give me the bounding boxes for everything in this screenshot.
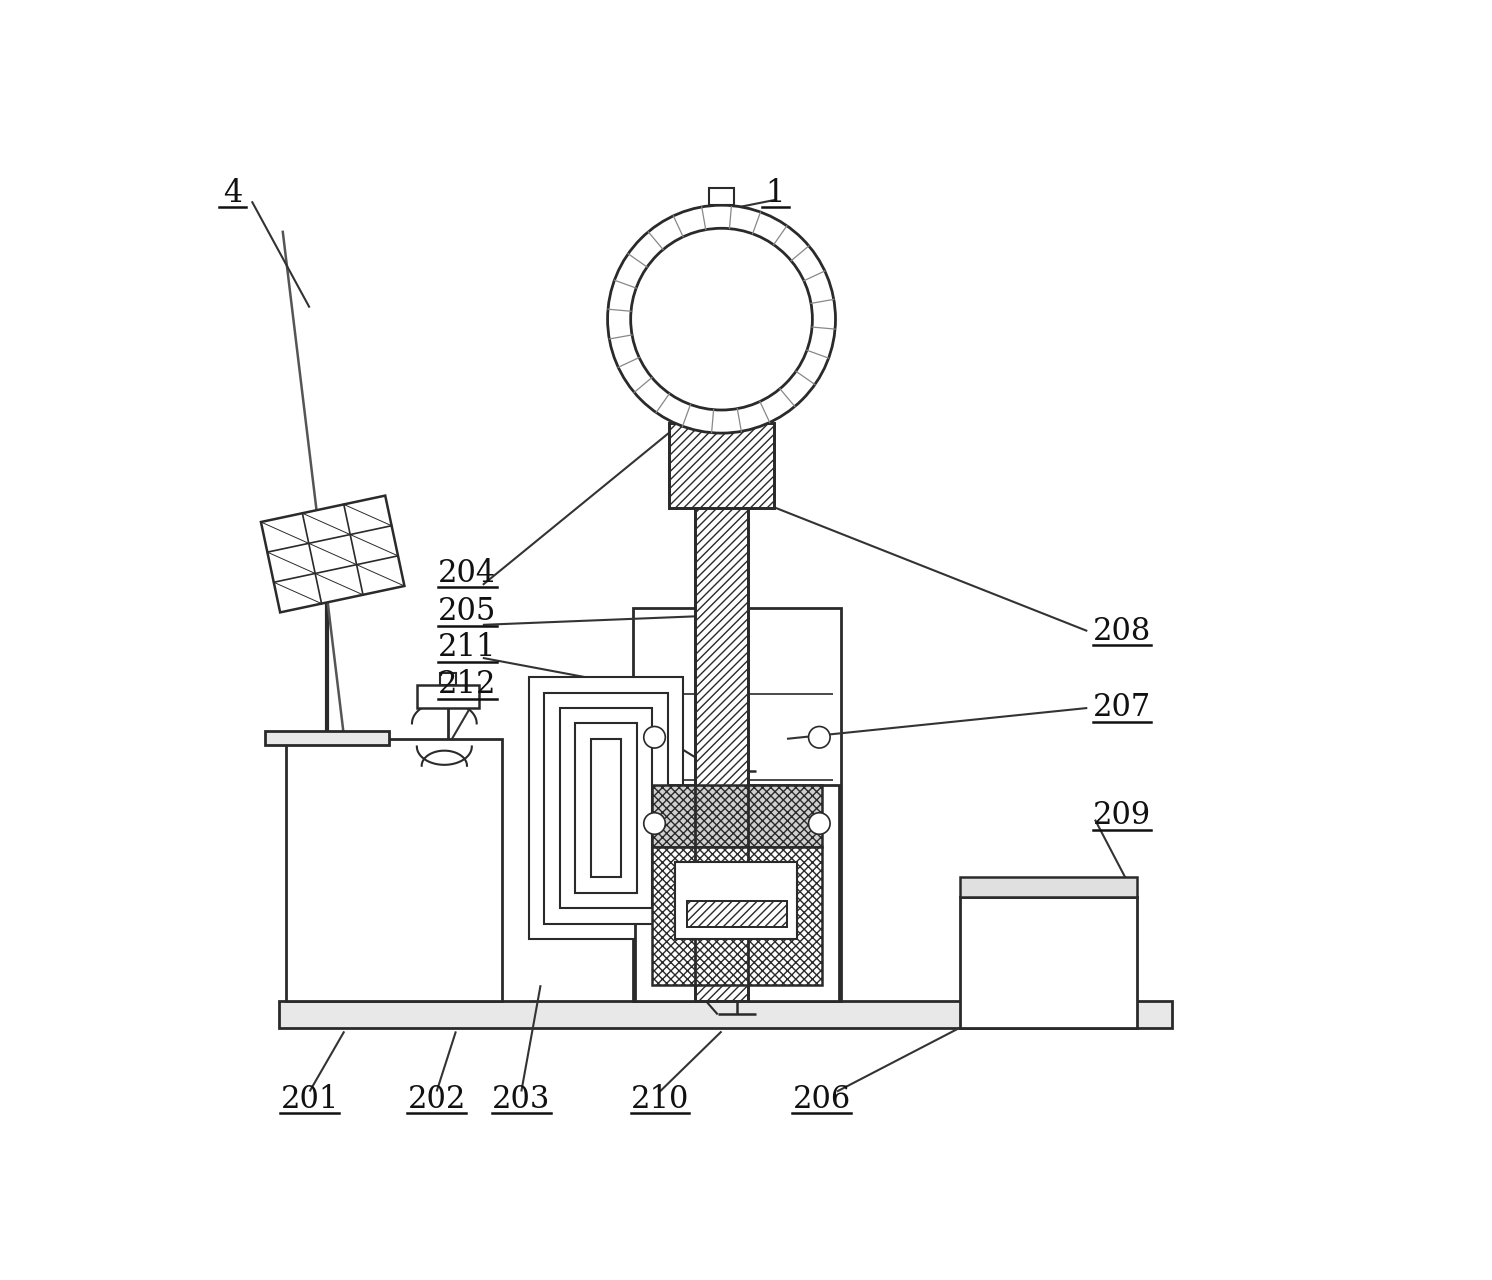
Bar xyxy=(670,424,774,508)
Bar xyxy=(545,692,667,924)
Bar xyxy=(695,307,749,1001)
Bar xyxy=(686,901,786,928)
Bar xyxy=(670,424,774,508)
Bar xyxy=(961,897,1137,1028)
Circle shape xyxy=(643,727,665,748)
Bar xyxy=(676,861,797,940)
Bar xyxy=(530,677,683,940)
Text: 201: 201 xyxy=(280,1084,339,1115)
Bar xyxy=(576,723,637,893)
Circle shape xyxy=(607,205,836,433)
Text: 208: 208 xyxy=(1092,616,1150,646)
Bar xyxy=(591,739,622,877)
Bar xyxy=(636,785,839,1001)
Polygon shape xyxy=(261,495,404,612)
Text: 4: 4 xyxy=(222,178,242,209)
Bar xyxy=(961,877,1137,897)
Bar xyxy=(695,307,749,1001)
Text: 212: 212 xyxy=(439,669,497,700)
Text: 210: 210 xyxy=(631,1084,689,1115)
Bar xyxy=(440,673,457,685)
Text: 204: 204 xyxy=(439,558,497,589)
Text: 1: 1 xyxy=(765,178,785,209)
Bar xyxy=(286,739,503,1001)
Circle shape xyxy=(809,813,830,835)
Bar xyxy=(686,901,786,928)
Bar xyxy=(709,188,734,205)
Bar xyxy=(279,1001,1173,1028)
Text: 203: 203 xyxy=(492,1084,551,1115)
Circle shape xyxy=(631,228,812,410)
Circle shape xyxy=(809,727,830,748)
Text: 205: 205 xyxy=(439,596,497,627)
Text: 202: 202 xyxy=(407,1084,466,1115)
Bar xyxy=(652,785,822,846)
Circle shape xyxy=(643,813,665,835)
Text: 209: 209 xyxy=(1092,800,1150,831)
Bar xyxy=(418,685,479,708)
Text: 211: 211 xyxy=(439,632,497,663)
Bar xyxy=(652,846,822,986)
Bar xyxy=(560,708,652,909)
Bar xyxy=(266,731,388,745)
Text: 206: 206 xyxy=(792,1084,850,1115)
Text: 207: 207 xyxy=(1092,692,1150,723)
Bar xyxy=(633,608,841,1001)
